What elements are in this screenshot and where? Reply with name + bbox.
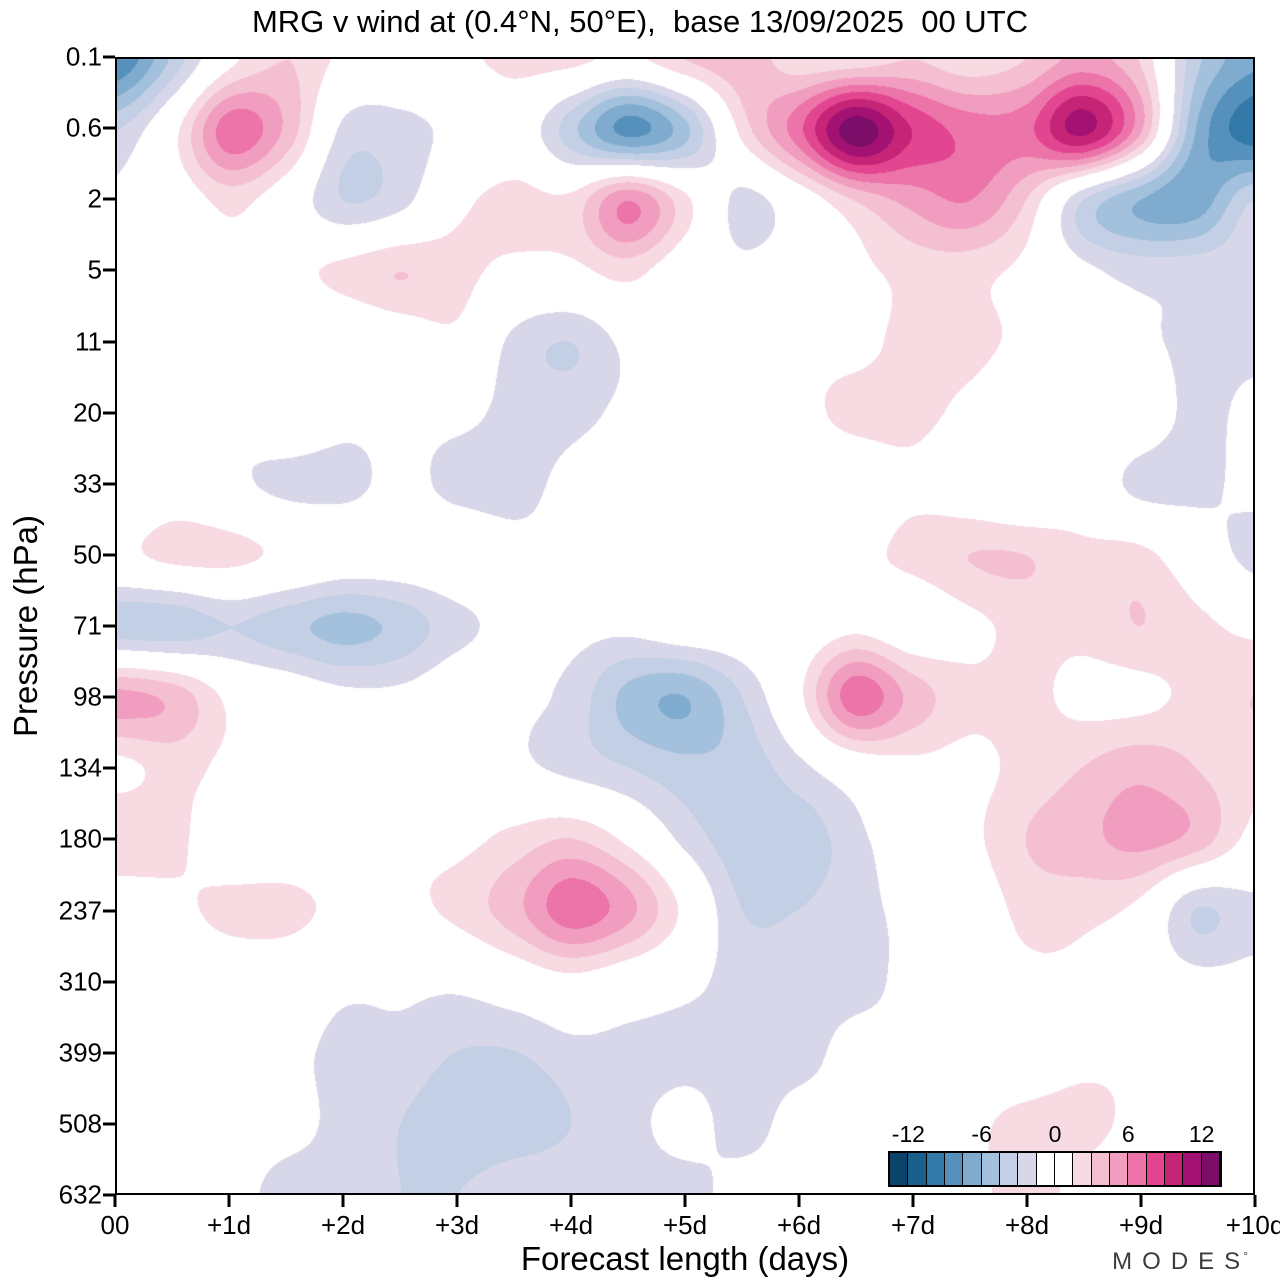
y-tick-mark [103,268,115,272]
colorbar-cell [1036,1153,1055,1185]
brand-logo: MODES° [1112,1248,1248,1276]
x-tick-label: +8d [1004,1210,1050,1240]
x-tick-mark [341,1195,345,1207]
colorbar-cell [1091,1153,1110,1185]
colorbar-cell [1018,1153,1037,1185]
y-tick-mark [103,197,115,201]
brand-mark: ° [1243,1249,1248,1263]
colorbar-tick-label: -6 [971,1121,992,1147]
y-tick-label: 180 [58,823,102,854]
x-tick-label: +4d [548,1210,594,1240]
x-tick-mark [683,1195,687,1207]
colorbar-tick-label: 12 [1188,1121,1215,1147]
y-tick-mark [103,1051,115,1055]
x-tick-label: +10d [1225,1210,1280,1240]
y-tick-label: 50 [73,539,102,570]
colorbar-tick-label: 0 [1048,1121,1062,1147]
y-tick-label: 2 [87,183,102,214]
y-tick-mark [103,695,115,699]
colorbar-cell [908,1153,927,1185]
y-tick-mark [103,340,115,343]
colorbar-cell [1183,1153,1202,1185]
colorbar-cell [1128,1153,1147,1185]
x-tick-label: +2d [320,1210,366,1240]
x-tick-mark [797,1195,801,1207]
colorbar-cell [1054,1153,1074,1185]
x-tick-mark [569,1195,573,1207]
colorbar-cell [944,1153,964,1185]
y-tick-mark [103,55,115,59]
chart-title: MRG v wind at (0.4°N, 50°E), base 13/09/… [251,4,1029,39]
plot-area [115,57,1255,1195]
y-tick-label: 508 [58,1108,102,1139]
x-tick-label: +9d [1118,1210,1164,1240]
y-tick-mark [103,766,115,770]
colorbar-cell [1073,1153,1092,1185]
x-tick-mark [911,1195,915,1207]
contour-canvas [117,59,1253,1193]
colorbar-cell [1146,1153,1165,1185]
y-tick-mark [103,553,115,557]
brand-text: MODES [1112,1248,1251,1275]
colorbar-cell [963,1153,982,1185]
x-tick-mark [1253,1195,1257,1207]
y-tick-label: 632 [58,1179,102,1210]
colorbar-tick-label: 6 [1121,1121,1135,1147]
y-tick-label: 0.6 [65,112,102,143]
colorbar-cell [1164,1153,1184,1185]
colorbar-cell [926,1153,945,1185]
colorbar: -12 -6 0 6 12 [888,1121,1222,1187]
x-tick-label: 00 [100,1210,130,1240]
y-tick-label: 11 [75,326,102,356]
colorbar-cell [981,1153,1000,1185]
y-tick-label: 98 [73,681,102,712]
y-tick-label: 237 [58,895,102,925]
y-tick-mark [103,1122,115,1126]
colorbar-cell [890,1153,909,1185]
colorbar-cell [1201,1153,1220,1185]
colorbar-tick-label: -12 [891,1121,925,1147]
y-tick-label: 310 [58,966,102,997]
x-tick-mark [227,1195,231,1207]
colorbar-cell [1109,1153,1129,1185]
y-tick-mark [103,482,115,486]
x-axis-label: Forecast length (days) [520,1240,850,1277]
colorbar-cell [999,1153,1019,1185]
x-tick-label: +1d [206,1210,252,1240]
x-tick-label: +3d [434,1210,480,1240]
y-tick-mark [103,624,115,628]
x-tick-label: +5d [662,1210,708,1240]
x-tick-mark [1139,1195,1143,1207]
y-tick-mark [103,1193,115,1197]
x-tick-label: +6d [776,1210,822,1240]
x-tick-mark [113,1195,117,1207]
x-tick-mark [1025,1195,1029,1207]
y-tick-mark [103,980,115,984]
y-tick-label: 399 [58,1037,102,1068]
y-tick-mark [103,126,115,130]
y-tick-label: 5 [87,254,102,285]
y-tick-label: 71 [73,610,102,641]
y-tick-mark [103,837,115,841]
y-tick-label: 33 [73,468,102,499]
y-tick-mark [103,411,115,415]
y-tick-label: 134 [58,752,102,783]
x-tick-label: +7d [890,1210,936,1240]
y-tick-mark [103,909,115,912]
y-tick-label: 0.1 [65,41,102,72]
y-axis-label: Pressure (hPa) [7,515,44,737]
y-tick-label: 20 [73,397,102,428]
x-tick-mark [455,1195,459,1207]
